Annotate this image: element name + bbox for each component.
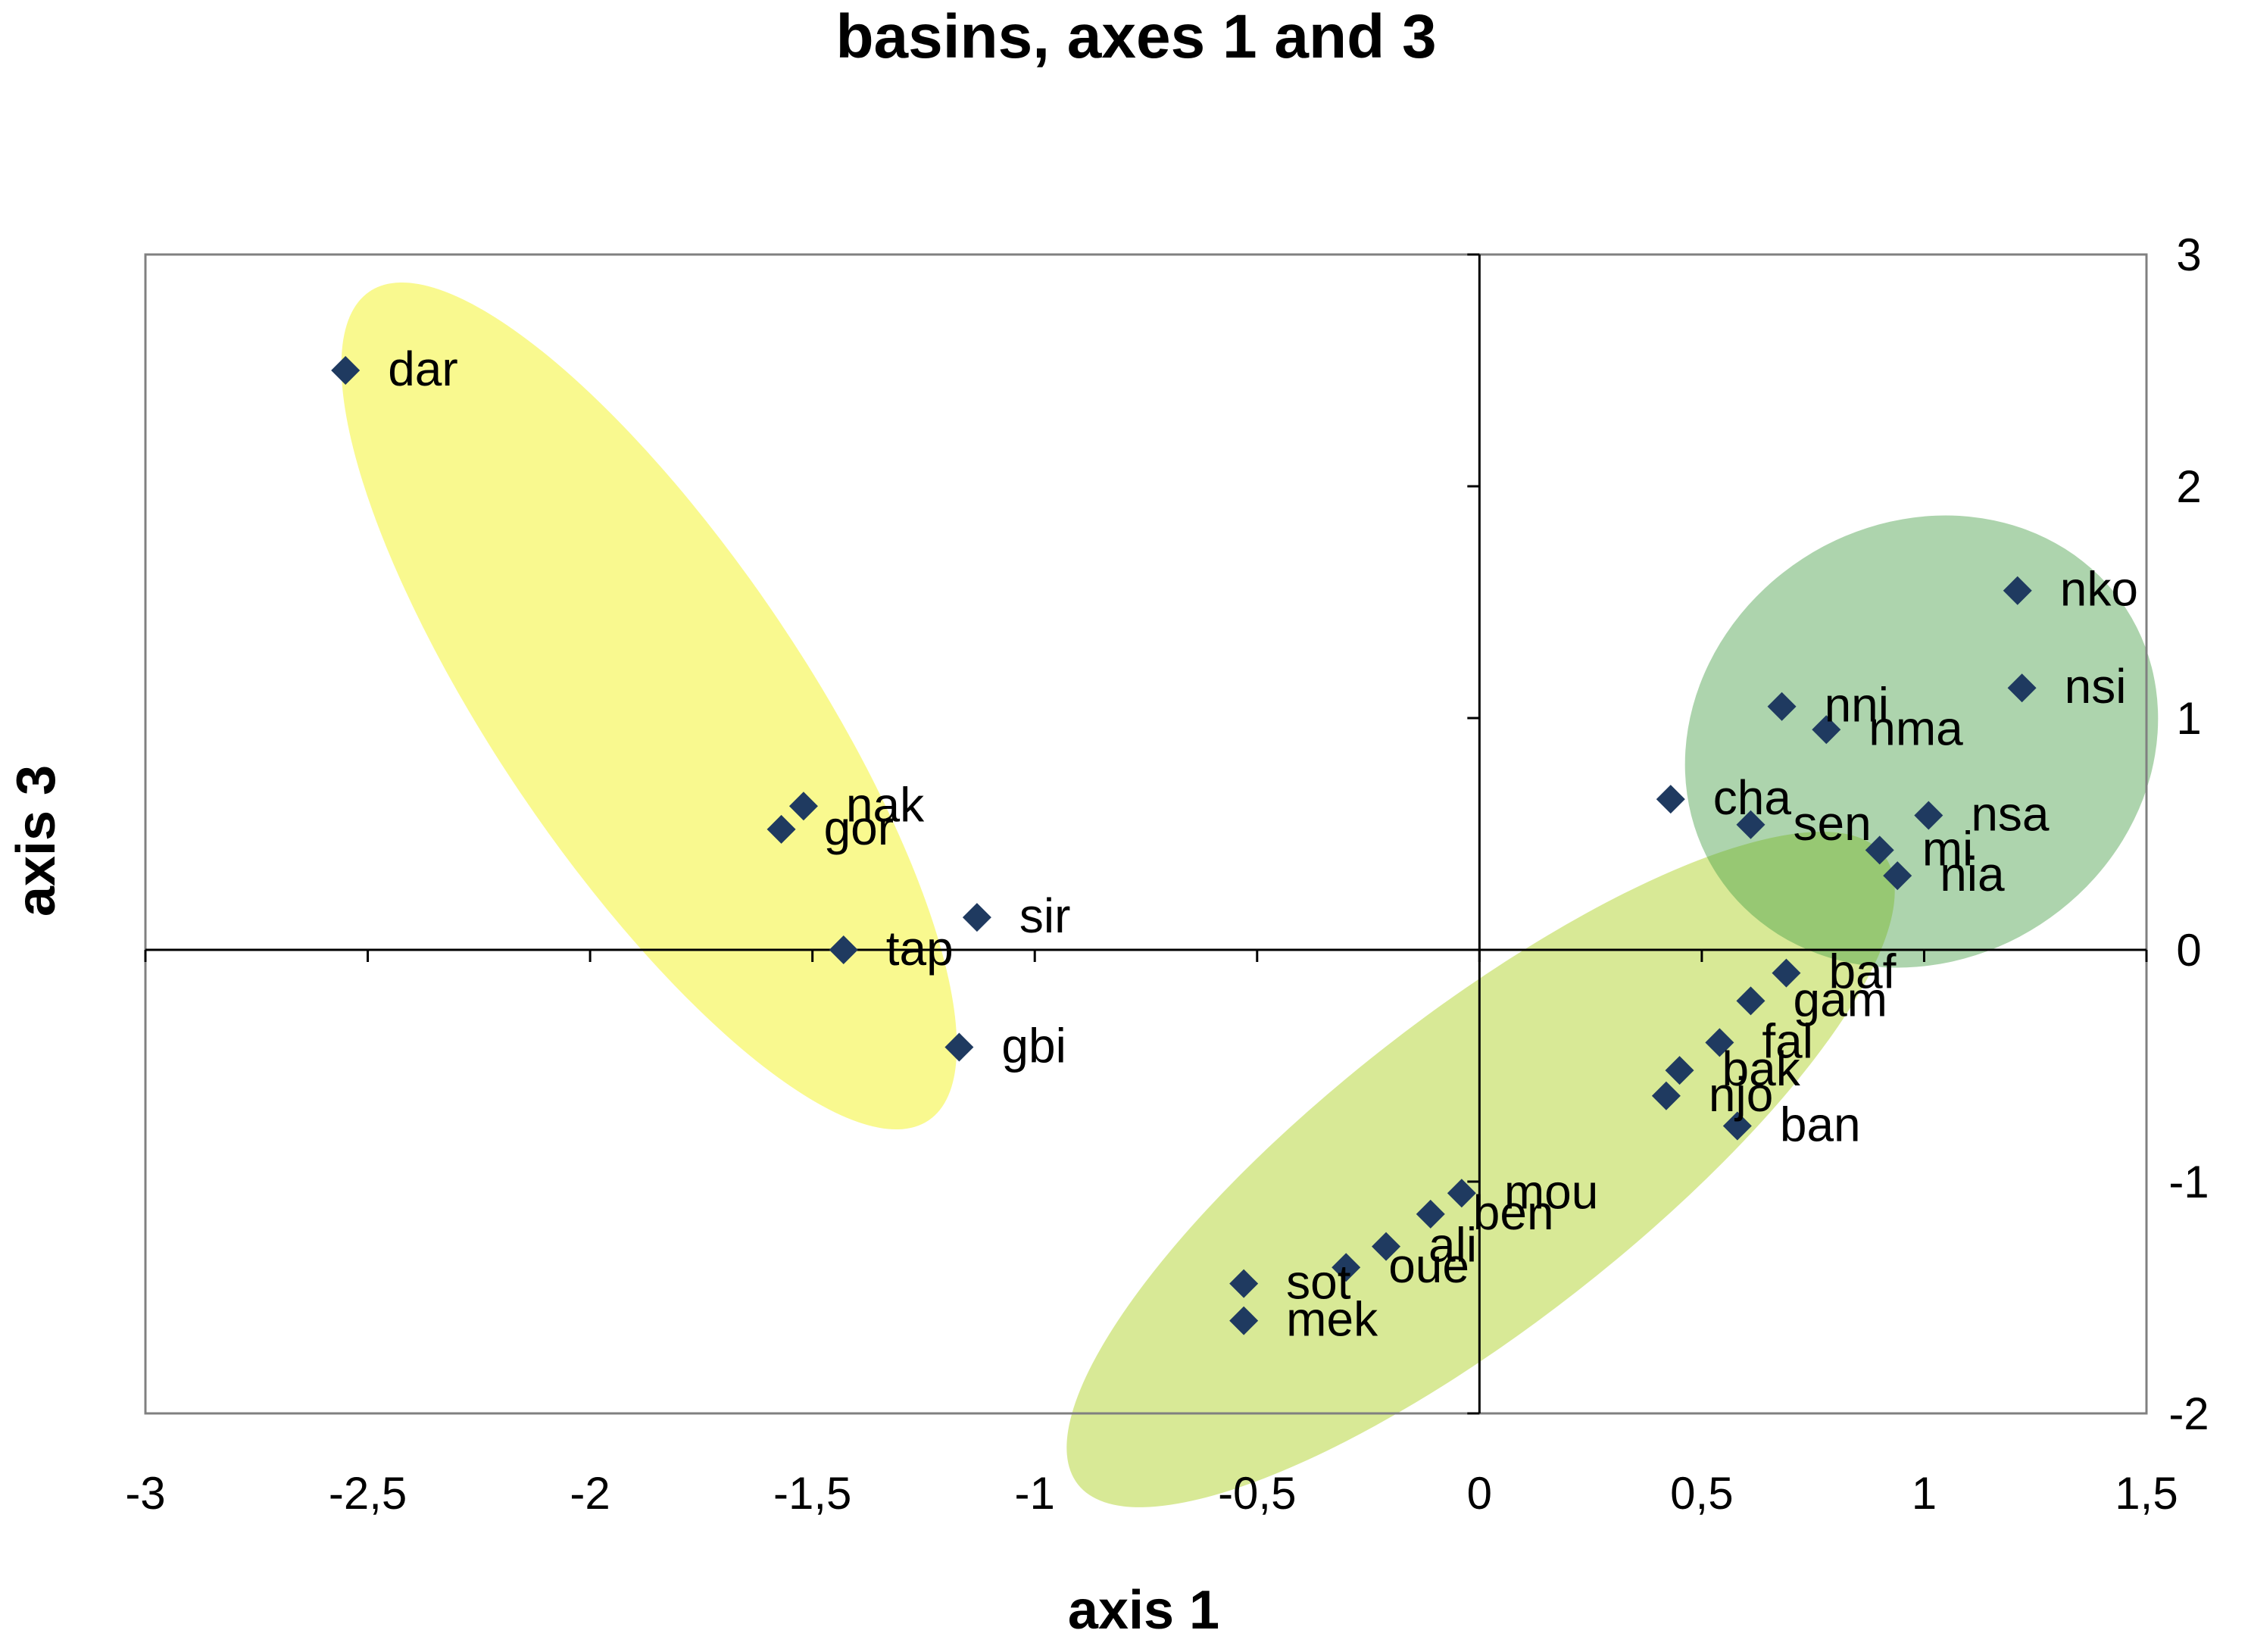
point-njo bbox=[1651, 1081, 1681, 1110]
point-label-baf: baf bbox=[1828, 945, 1896, 999]
y-tick-labels: -2 -1 0 1 2 3 bbox=[2168, 230, 2209, 1439]
point-baf bbox=[1772, 958, 1801, 988]
y-tick-label: 1 bbox=[2176, 693, 2201, 744]
plot-area-frame bbox=[144, 253, 2148, 1415]
point-gam bbox=[1736, 986, 1766, 1016]
point-sot bbox=[1229, 1269, 1259, 1298]
point-label-oue: oue bbox=[1388, 1238, 1469, 1293]
point-label-nsa: nsa bbox=[1971, 787, 2050, 842]
point-oue bbox=[1332, 1253, 1361, 1282]
x-tick-label: -2,5 bbox=[329, 1468, 407, 1519]
x-tick-label: 0 bbox=[1467, 1468, 1492, 1519]
cluster-ellipse-3 bbox=[1684, 515, 2159, 968]
point-nsi bbox=[2007, 673, 2037, 703]
y-tick-label: 2 bbox=[2176, 461, 2201, 512]
point-ali bbox=[1372, 1232, 1401, 1261]
point-mi bbox=[1865, 835, 1894, 865]
point-gor bbox=[766, 814, 796, 844]
x-tick-label: -0,5 bbox=[1218, 1468, 1296, 1519]
point-label-nak: nak bbox=[846, 777, 925, 832]
x-tick-label: -1 bbox=[1015, 1468, 1055, 1519]
point-sen bbox=[1736, 810, 1766, 839]
y-tick-label: 3 bbox=[2176, 230, 2201, 280]
point-label-nsi: nsi bbox=[2065, 659, 2127, 714]
point-label-nni: nni bbox=[1825, 678, 1889, 732]
point-label-ban: ban bbox=[1780, 1098, 1861, 1152]
x-tick-label: 1,5 bbox=[2115, 1468, 2178, 1519]
point-gbi bbox=[944, 1032, 974, 1062]
point-dar bbox=[331, 356, 361, 385]
point-label-ben: ben bbox=[1473, 1185, 1554, 1240]
axis-ticks bbox=[144, 253, 2148, 1415]
point-label-gam: gam bbox=[1793, 972, 1887, 1026]
cluster-ellipse-2 bbox=[1066, 832, 1895, 1507]
chart-title: basins, axes 1 and 3 bbox=[835, 2, 1436, 71]
point-sir bbox=[962, 903, 991, 932]
point-label-cha: cha bbox=[1713, 770, 1792, 825]
cluster-ellipse-1 bbox=[341, 282, 957, 1130]
point-label-mi: mi bbox=[1922, 821, 1974, 876]
y-tick-label: -2 bbox=[2168, 1388, 2209, 1439]
point-label-ali: ali bbox=[1428, 1218, 1477, 1273]
point-nni bbox=[1767, 692, 1797, 721]
point-label-fal: fal bbox=[1762, 1013, 1813, 1068]
point-nia bbox=[1883, 861, 1912, 891]
point-label-mek: mek bbox=[1286, 1292, 1378, 1347]
point-nsa bbox=[1914, 801, 1943, 830]
point-mek bbox=[1229, 1306, 1259, 1335]
point-tap bbox=[829, 935, 858, 964]
point-label-mou: mou bbox=[1504, 1164, 1599, 1219]
point-label-bak: bak bbox=[1722, 1041, 1801, 1096]
x-tick-label: -1,5 bbox=[773, 1468, 851, 1519]
y-tick-label: -1 bbox=[2168, 1157, 2209, 1207]
point-label-nia: nia bbox=[1940, 847, 2005, 901]
point-ban bbox=[1722, 1111, 1752, 1141]
point-label-tap: tap bbox=[886, 921, 954, 976]
y-axis-title: axis 3 bbox=[6, 765, 67, 917]
point-label-gbi: gbi bbox=[1001, 1019, 1066, 1073]
point-fal bbox=[1705, 1028, 1734, 1057]
cluster-ellipses bbox=[341, 282, 2159, 1507]
point-mou bbox=[1447, 1179, 1476, 1208]
point-ben bbox=[1416, 1199, 1445, 1229]
point-nak bbox=[788, 792, 818, 821]
point-label-gor: gor bbox=[824, 801, 894, 855]
point-cha bbox=[1656, 785, 1685, 814]
point-nko bbox=[2003, 576, 2032, 605]
point-label-sot: sot bbox=[1286, 1255, 1351, 1310]
x-axis-title: axis 1 bbox=[1068, 1580, 1219, 1641]
x-tick-labels: -3 -2,5 -2 -1,5 -1 -0,5 0 0,5 1 1,5 bbox=[125, 1468, 2178, 1519]
point-label-nma: nma bbox=[1869, 701, 1963, 755]
y-tick-label: 0 bbox=[2176, 925, 2201, 976]
point-label-njo: njo bbox=[1709, 1067, 1773, 1122]
point-nma bbox=[1812, 715, 1841, 745]
point-label-sen: sen bbox=[1793, 796, 1871, 851]
point-label-sir: sir bbox=[1019, 888, 1071, 943]
x-tick-label: 1 bbox=[1912, 1468, 1937, 1519]
data-points bbox=[331, 356, 2037, 1335]
x-tick-label: 0,5 bbox=[1670, 1468, 1733, 1519]
point-label-dar: dar bbox=[388, 342, 458, 396]
x-tick-label: -2 bbox=[570, 1468, 610, 1519]
x-tick-label: -3 bbox=[125, 1468, 165, 1519]
point-bak bbox=[1665, 1056, 1694, 1085]
point-label-nko: nko bbox=[2060, 562, 2138, 617]
